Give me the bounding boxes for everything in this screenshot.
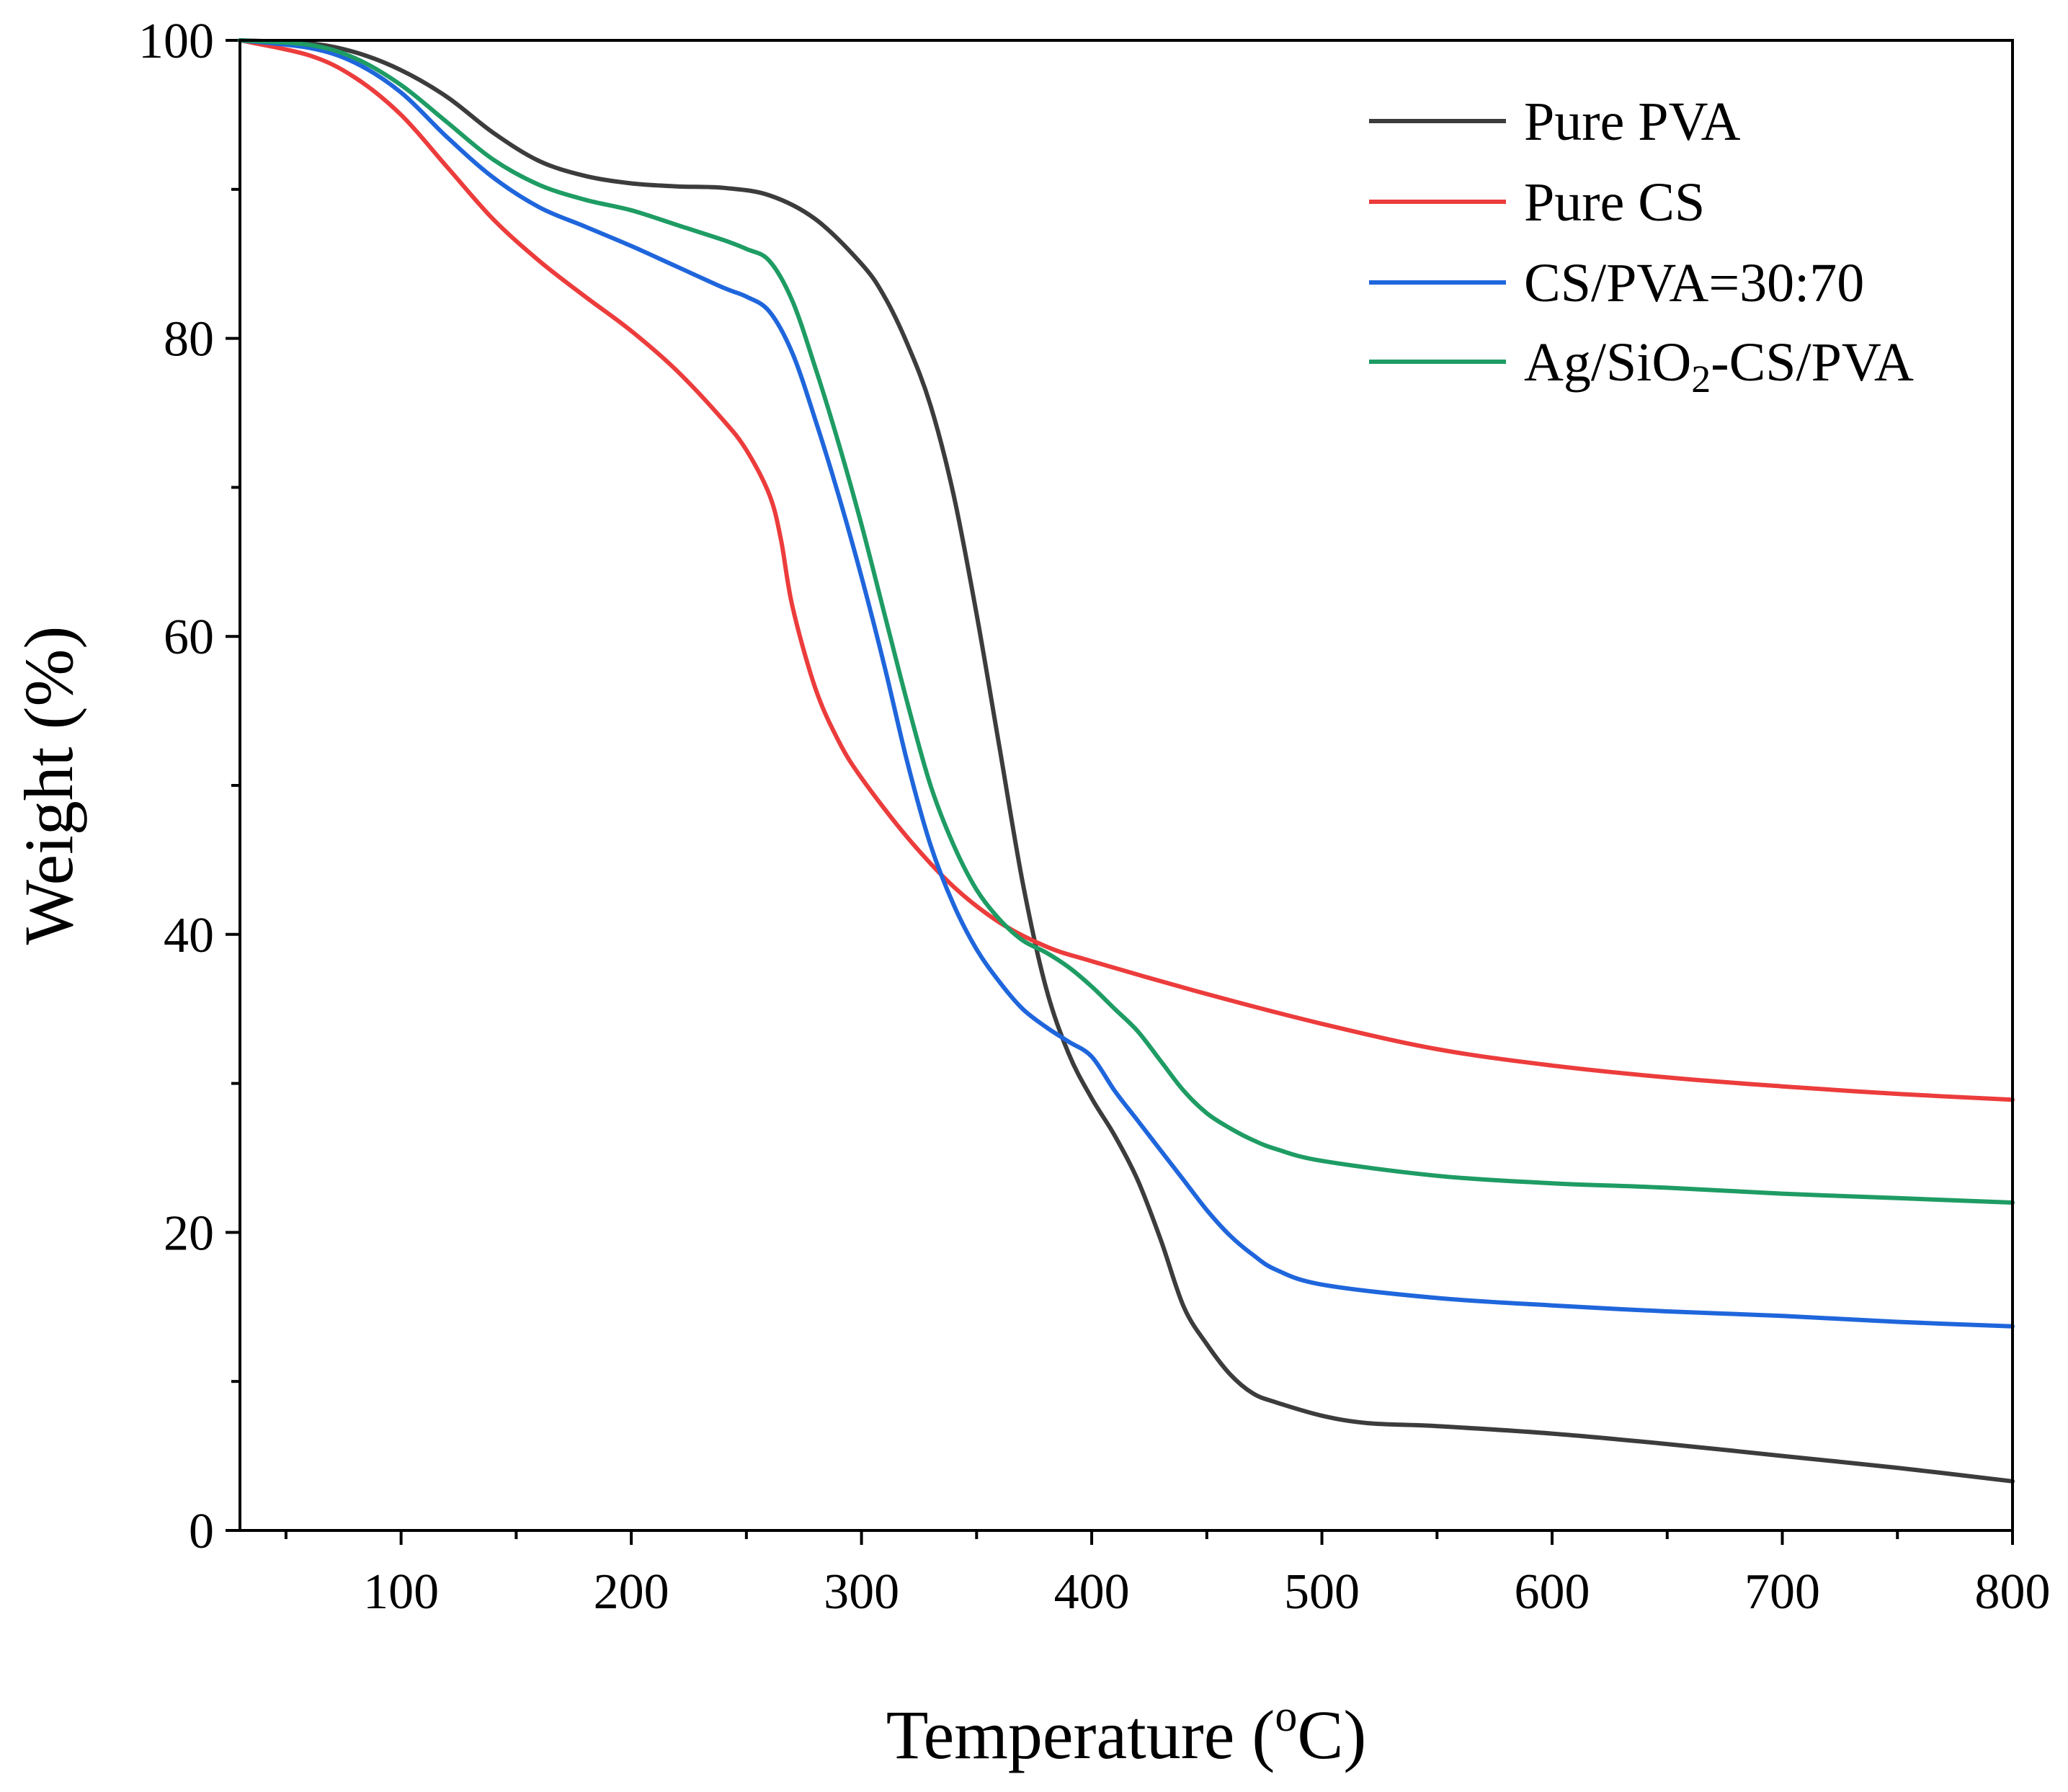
y-axis-title: Weight (%) — [10, 626, 87, 945]
x-axis-title-sup: o — [1275, 1692, 1297, 1741]
x-tick-label: 100 — [363, 1564, 439, 1620]
series-line-cs-pva-30-70 — [238, 38, 2015, 1329]
y-tick-label: 80 — [164, 312, 214, 367]
legend-item-ag-sio2-cs-pva: Ag/SiO2-CS/PVA — [1369, 332, 1914, 401]
y-tick-label: 60 — [164, 610, 214, 665]
plot-frame — [239, 39, 2014, 1532]
x-tick-label: 400 — [1054, 1564, 1130, 1620]
legend-item-pure-cs: Pure CS — [1369, 172, 1705, 233]
tick-labels: 100 200 300 400 500 600 700 800 0 20 40 60 80 100 — [138, 14, 2051, 1620]
major-ticks — [226, 39, 2014, 1545]
x-tick-label: 300 — [824, 1564, 899, 1620]
x-tick-label: 800 — [1975, 1564, 2051, 1620]
legend-label-subscript: 2 — [1691, 357, 1711, 401]
legend-label: Pure CS — [1524, 172, 1705, 233]
x-tick-label: 500 — [1284, 1564, 1360, 1620]
y-tick-label: 0 — [189, 1504, 214, 1559]
legend-item-cs-pva-30-70: CS/PVA=30:70 — [1369, 253, 1864, 313]
series-layer — [238, 38, 2015, 1484]
x-axis-title-main: Temperature ( — [886, 1696, 1275, 1773]
legend: Pure PVA Pure CS CS/PVA=30:70 Ag/SiO2-CS/PV… — [1369, 92, 1914, 401]
legend-label: CS/PVA=30:70 — [1524, 253, 1864, 313]
series-line-ag-sio2-cs-pva — [238, 38, 2015, 1205]
x-tick-label: 200 — [594, 1564, 669, 1620]
x-tick-label: 600 — [1515, 1564, 1590, 1620]
series-line-pure-cs — [238, 38, 2015, 1102]
legend-label: Ag/SiO2-CS/PVA — [1524, 332, 1914, 401]
y-tick-label: 100 — [138, 14, 214, 69]
series-line-pure-pva — [238, 38, 2015, 1484]
x-tick-label: 700 — [1744, 1564, 1820, 1620]
y-tick-label: 20 — [164, 1205, 214, 1261]
x-axis-title: Temperature (oC) — [886, 1692, 1367, 1773]
y-tick-label: 40 — [164, 908, 214, 963]
legend-label: Pure PVA — [1524, 92, 1741, 152]
x-axis-title-tail: C) — [1297, 1696, 1366, 1773]
legend-item-pure-pva: Pure PVA — [1369, 92, 1741, 152]
